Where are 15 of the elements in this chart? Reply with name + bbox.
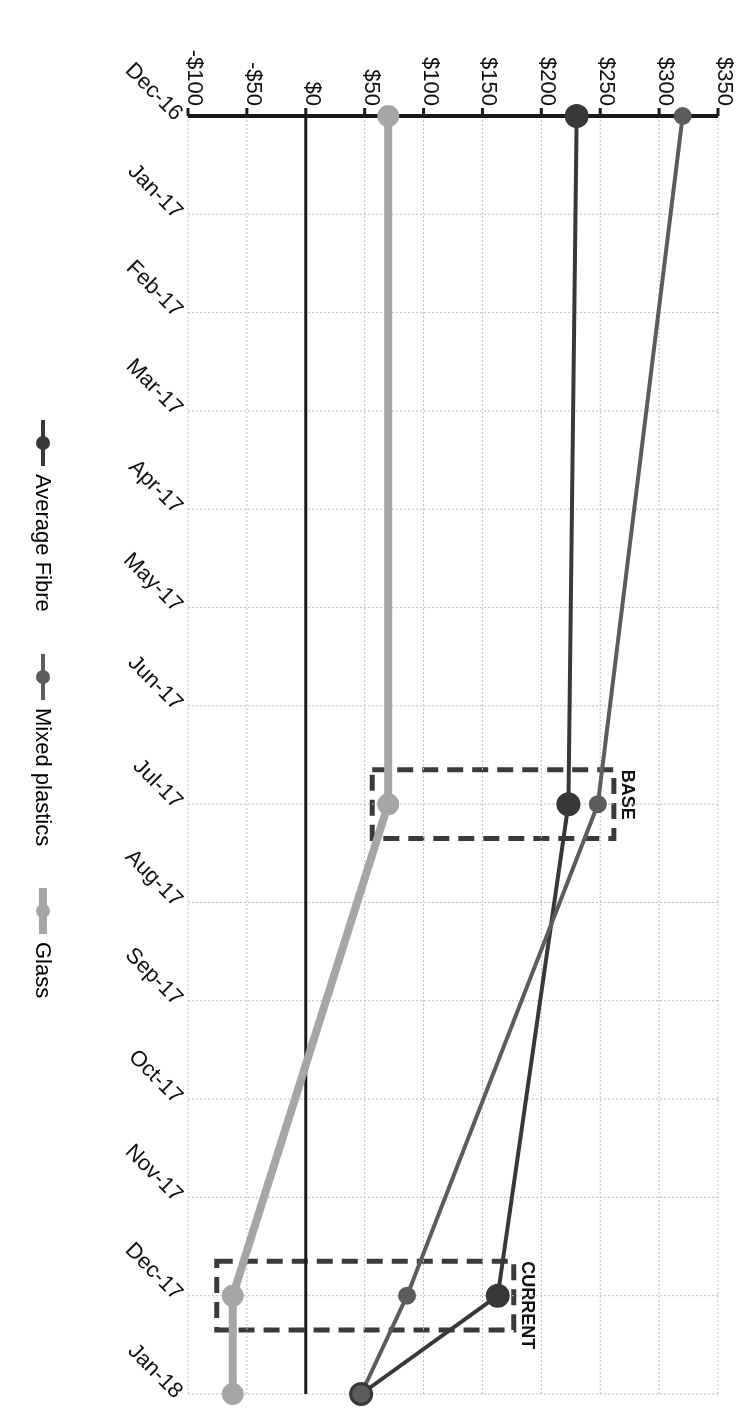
x-tick-label: -$50	[241, 61, 267, 106]
x-tick-label: -$100	[183, 49, 208, 106]
annotation: BASE	[617, 769, 638, 820]
legend-label: Average Fibre	[30, 473, 56, 612]
x-tick-label: $50	[359, 69, 385, 106]
legend-label: Glass	[30, 941, 56, 999]
x-tick-label: $200	[536, 57, 562, 106]
x-tick-label: $350	[713, 57, 738, 106]
legend-label: Mixed plastics	[30, 707, 56, 846]
annotation: CURRENT	[517, 1261, 538, 1350]
x-tick-label: $100	[418, 57, 444, 106]
x-tick-label: $250	[595, 57, 621, 106]
x-tick-label: $300	[654, 57, 680, 106]
x-tick-label: $0	[300, 81, 326, 106]
x-tick-label: $150	[477, 57, 503, 106]
